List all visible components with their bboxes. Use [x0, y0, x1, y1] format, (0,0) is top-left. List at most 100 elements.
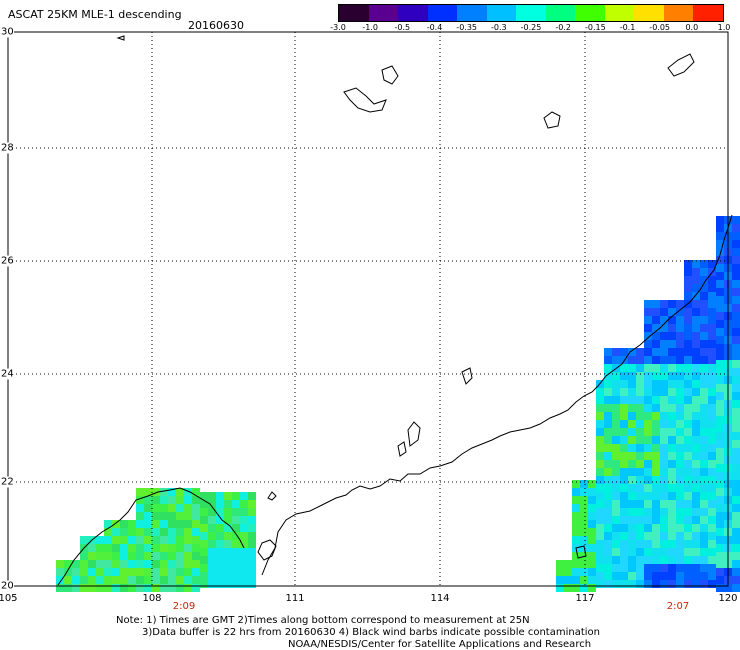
swath-cell	[652, 580, 660, 588]
swath-cell	[676, 492, 684, 500]
swath-cell	[612, 580, 620, 588]
legend-label-7: -0.2	[555, 23, 571, 32]
swath-cell	[676, 340, 684, 348]
swath-cell	[708, 308, 716, 316]
swath-cell	[628, 564, 636, 572]
swath-cell	[660, 476, 668, 484]
swath-cell	[136, 544, 144, 552]
swath-cell	[636, 404, 644, 412]
swath-cell	[604, 556, 612, 564]
swath-cell	[716, 544, 724, 552]
swath-cell	[596, 444, 604, 452]
swath-cell	[80, 536, 88, 544]
swath-cell	[652, 404, 660, 412]
swath-cell	[732, 560, 740, 568]
swath-cell	[700, 412, 708, 420]
swath-cell	[652, 372, 660, 380]
legend-label-3: -0.4	[426, 23, 443, 32]
swath-cell	[176, 528, 184, 536]
swath-cell	[604, 428, 612, 436]
swath-cell	[732, 544, 740, 552]
swath-cell	[604, 396, 612, 404]
swath-cell	[716, 512, 724, 520]
swath-cell	[676, 332, 684, 340]
swath-cell	[700, 348, 708, 356]
swath-cell	[652, 396, 660, 404]
swath-cell	[708, 476, 716, 484]
swath-cell	[716, 256, 724, 264]
swath-cell	[652, 444, 660, 452]
swath-cell	[556, 584, 564, 592]
swath-cell	[112, 544, 120, 552]
swath-cell	[224, 548, 232, 556]
swath-cell	[676, 412, 684, 420]
swath-cell	[628, 372, 636, 380]
swath-cell	[628, 476, 636, 484]
swath-cell	[120, 552, 128, 560]
swath-cell	[628, 500, 636, 508]
swath-cell	[160, 496, 168, 504]
swath-cell	[660, 500, 668, 508]
swath-cell	[716, 304, 724, 312]
swath-cell	[120, 584, 128, 592]
swath-cell	[588, 528, 596, 536]
swath-cell	[716, 368, 724, 376]
color-legend: -3.0 -1.0 -0.5 -0.4 -0.35 -0.3 -0.25 -0.2 -0.15 -…	[330, 4, 730, 35]
swath-cell	[580, 488, 588, 496]
swath-cell	[644, 364, 652, 372]
swath-cell	[572, 480, 580, 488]
swath-cell	[248, 492, 256, 500]
swath-cell	[732, 376, 740, 384]
swath-cell	[88, 584, 96, 592]
swath-cell	[200, 580, 208, 588]
swath-cell	[612, 508, 620, 516]
swath-cell	[716, 488, 724, 496]
swath-cell	[628, 548, 636, 556]
swath-cell	[144, 544, 152, 552]
swath-cell	[596, 500, 604, 508]
legend-swatch-11	[663, 5, 694, 21]
swath-cell	[604, 564, 612, 572]
swath-cell	[168, 488, 176, 496]
swath-cell	[620, 380, 628, 388]
swath-cell	[732, 400, 740, 408]
swath-cell	[716, 528, 724, 536]
swath-cell	[676, 444, 684, 452]
swath-cell	[636, 412, 644, 420]
swath-cell	[692, 572, 700, 580]
swath-cell	[732, 224, 740, 232]
swath-cell	[668, 364, 676, 372]
legend-label-4: -0.35	[456, 23, 478, 32]
swath-cell	[660, 372, 668, 380]
swath-cell	[676, 324, 684, 332]
swath-cell	[588, 576, 596, 584]
legend-swatch-12	[693, 5, 723, 21]
swath-cell	[128, 520, 136, 528]
lon-label-105: 105	[0, 593, 18, 604]
swath-cell	[652, 564, 660, 572]
swath-cell	[596, 404, 604, 412]
lon-label-117: 117	[575, 593, 595, 604]
swath-cell	[200, 564, 208, 572]
swath-cell	[628, 484, 636, 492]
swath-cell	[716, 480, 724, 488]
swath-cell	[176, 536, 184, 544]
swath-cell	[224, 492, 232, 500]
swath-cell	[136, 560, 144, 568]
swath-cell	[208, 508, 216, 516]
swath-cell	[208, 524, 216, 532]
swath-cell	[676, 404, 684, 412]
swath-cell	[620, 484, 628, 492]
swath-cell	[708, 356, 716, 364]
swath-cell	[628, 524, 636, 532]
swath-cell	[604, 532, 612, 540]
swath-cell	[684, 340, 692, 348]
swath-cell	[604, 452, 612, 460]
swath-cell	[208, 532, 216, 540]
swath-cell	[692, 404, 700, 412]
swath-cell	[700, 468, 708, 476]
swath-cell	[572, 552, 580, 560]
swath-cell	[700, 492, 708, 500]
swath-cell	[136, 496, 144, 504]
